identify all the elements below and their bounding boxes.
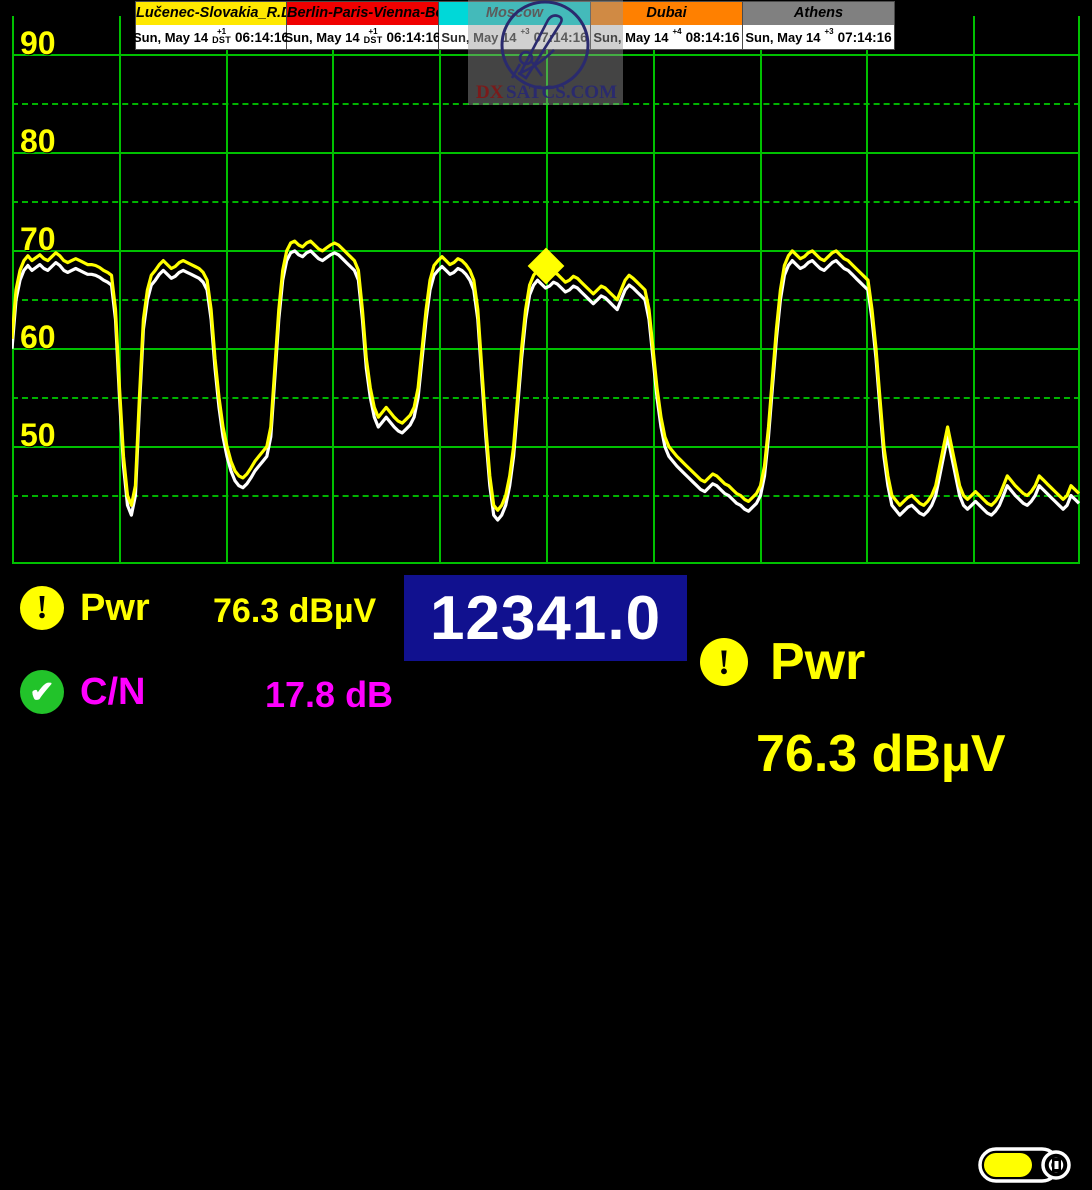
clock-time: 06:14:16 xyxy=(386,29,441,45)
frequency-display-box: 12341.0 xyxy=(404,575,687,661)
check-icon: ✔ xyxy=(20,670,64,714)
clock-time: 07:14:16 xyxy=(533,29,588,45)
cn-value: 17.8 dB xyxy=(265,674,394,715)
clock-time-row: Sun, May 14 +3 07:14:16 xyxy=(439,25,590,49)
clock-city-name: Berlin-Paris-Vienna-Belgrade xyxy=(287,2,438,25)
clock-date: Sun, May 14 xyxy=(284,29,360,45)
gridline-v-6 xyxy=(653,16,655,564)
clock-time-row: Sun, May 14 +4 08:14:16 xyxy=(591,25,742,49)
clock-time-row: Sun, May 14 +1 DST 06:14:16 xyxy=(132,25,290,49)
big-pwr-value: 76.3 dBµV xyxy=(756,725,1006,783)
spectrum-analyzer: 50 60 70 80 90 xyxy=(0,0,1092,570)
gridline-v-5 xyxy=(546,16,548,564)
clock-time: 06:14:16 xyxy=(235,29,290,45)
y-axis-label-80: 80 xyxy=(20,123,56,159)
clock-utc-offset: +3 xyxy=(824,26,834,36)
world-clock-4[interactable]: Athens Sun, May 14 +3 07:14:16 xyxy=(743,1,895,50)
clock-city-name: Lučenec-Slovakia_R.Dávid xyxy=(136,2,286,25)
y-axis-label-50: 50 xyxy=(20,416,56,453)
gridline-v-10 xyxy=(1078,16,1080,564)
clock-utc-offset: +1 DST xyxy=(212,26,231,45)
gridline-v-0 xyxy=(12,16,14,564)
clock-utc-offset: +3 xyxy=(520,26,530,36)
warning-icon-large: ! xyxy=(700,638,748,686)
pwr-value: 76.3 dBµV xyxy=(213,592,377,630)
gridline-bottom xyxy=(12,562,1080,564)
warning-icon: ! xyxy=(20,586,64,630)
clock-time-row: Sun, May 14 +3 07:14:16 xyxy=(743,25,894,49)
clock-time: 08:14:16 xyxy=(685,29,740,45)
gridline-v-4 xyxy=(439,16,441,564)
world-clock-1[interactable]: Berlin-Paris-Vienna-BelgradeSun, May 14+… xyxy=(284,1,441,50)
clock-time: 07:14:16 xyxy=(837,29,892,45)
frequency-value: 12341.0 xyxy=(429,583,662,653)
clock-city-name: Dubai xyxy=(591,2,742,25)
gridline-v-3 xyxy=(332,16,334,564)
big-pwr-row: ! Pwr xyxy=(700,632,865,692)
clock-date: Sun, May 14 xyxy=(593,29,669,45)
y-axis-label-60: 60 xyxy=(20,318,56,355)
world-clock-strip: Lučenec-Slovakia_R.DávidSun, May 14+1DST… xyxy=(132,1,895,50)
spectrum-grid: 50 60 70 80 90 xyxy=(12,16,1080,564)
clock-utc-offset: +1 DST xyxy=(363,26,383,45)
cn-row: ✔ C/N xyxy=(20,670,145,714)
gridline-v-2 xyxy=(226,16,228,564)
trace-live xyxy=(12,249,1080,522)
clock-date: Sun, May 14 xyxy=(441,29,517,45)
spectrum-traces xyxy=(12,239,1080,522)
world-clock-0[interactable]: Lučenec-Slovakia_R.DávidSun, May 14+1DST… xyxy=(132,1,290,50)
cn-label: C/N xyxy=(80,670,146,713)
y-axis-label-70: 70 xyxy=(20,220,56,257)
world-clock-3[interactable]: Dubai Sun, May 14 +4 08:14:16 xyxy=(591,1,743,50)
clock-date: Sun, May 14 xyxy=(132,29,209,45)
gridline-v-9 xyxy=(973,16,975,564)
pwr-row: ! Pwr xyxy=(20,586,150,630)
pwr-label: Pwr xyxy=(80,586,150,629)
clock-city-name: Moscow xyxy=(439,2,590,25)
gridline-v-7 xyxy=(760,16,762,564)
big-pwr-label: Pwr xyxy=(770,633,866,691)
world-clock-2[interactable]: Moscow Sun, May 14 +3 07:14:16 xyxy=(439,1,591,50)
battery-icon xyxy=(978,1145,1074,1185)
gridline-v-1 xyxy=(119,16,121,564)
clock-time-row: Sun, May 14 +1 DST 06:14:16 xyxy=(284,25,441,49)
clock-utc-offset: +4 xyxy=(672,26,682,36)
clock-city-name: Athens xyxy=(743,2,894,25)
y-axis-label-90: 90 xyxy=(20,25,56,62)
clock-date: Sun, May 14 xyxy=(745,29,821,45)
